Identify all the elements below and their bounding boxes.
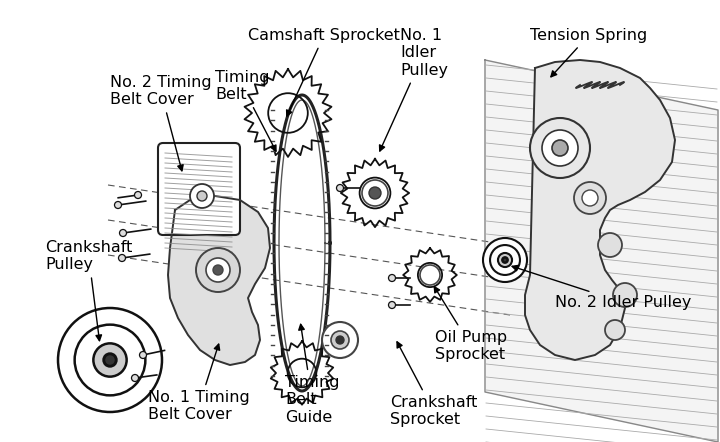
Circle shape [605, 320, 625, 340]
Text: Timing
Belt: Timing Belt [215, 70, 276, 151]
Circle shape [196, 248, 240, 292]
Text: Crankshaft
Sprocket: Crankshaft Sprocket [390, 342, 477, 427]
Circle shape [104, 354, 116, 366]
Text: No. 1 Timing
Belt Cover: No. 1 Timing Belt Cover [148, 344, 250, 423]
Circle shape [206, 258, 230, 282]
Circle shape [132, 374, 138, 381]
Circle shape [598, 233, 622, 257]
Circle shape [483, 238, 527, 282]
Circle shape [190, 184, 214, 208]
Polygon shape [525, 60, 675, 360]
Circle shape [552, 140, 568, 156]
Circle shape [114, 202, 122, 209]
Circle shape [140, 351, 146, 358]
Circle shape [94, 343, 127, 377]
Circle shape [213, 265, 223, 275]
Text: No. 2 Timing
Belt Cover: No. 2 Timing Belt Cover [110, 75, 212, 171]
Circle shape [389, 274, 395, 282]
Circle shape [420, 265, 440, 285]
Text: Oil Pump
Sprocket: Oil Pump Sprocket [434, 287, 507, 362]
Circle shape [369, 187, 381, 199]
Text: Camshaft Sprocket: Camshaft Sprocket [248, 28, 400, 116]
Circle shape [574, 182, 606, 214]
Circle shape [135, 191, 142, 198]
Circle shape [336, 336, 344, 344]
FancyBboxPatch shape [158, 143, 240, 235]
Text: No. 2 Idler Pulley: No. 2 Idler Pulley [512, 265, 691, 310]
Circle shape [389, 301, 395, 309]
Circle shape [542, 130, 578, 166]
Circle shape [498, 253, 512, 267]
Circle shape [197, 191, 207, 201]
Text: No. 1
Idler
Pulley: No. 1 Idler Pulley [379, 28, 448, 151]
Polygon shape [485, 60, 718, 442]
Circle shape [613, 283, 637, 307]
Circle shape [362, 180, 388, 206]
Circle shape [331, 331, 349, 349]
Circle shape [120, 229, 127, 236]
Text: Tension Spring: Tension Spring [530, 28, 647, 77]
Circle shape [490, 245, 520, 275]
Text: Timing
Belt
Guide: Timing Belt Guide [285, 324, 340, 425]
Polygon shape [168, 196, 270, 365]
Circle shape [322, 322, 358, 358]
Circle shape [503, 257, 508, 263]
Circle shape [582, 190, 598, 206]
Circle shape [58, 308, 162, 412]
Circle shape [75, 324, 145, 395]
Text: Crankshaft
Pulley: Crankshaft Pulley [45, 240, 132, 341]
Circle shape [530, 118, 590, 178]
Circle shape [336, 184, 343, 191]
Circle shape [119, 255, 125, 262]
